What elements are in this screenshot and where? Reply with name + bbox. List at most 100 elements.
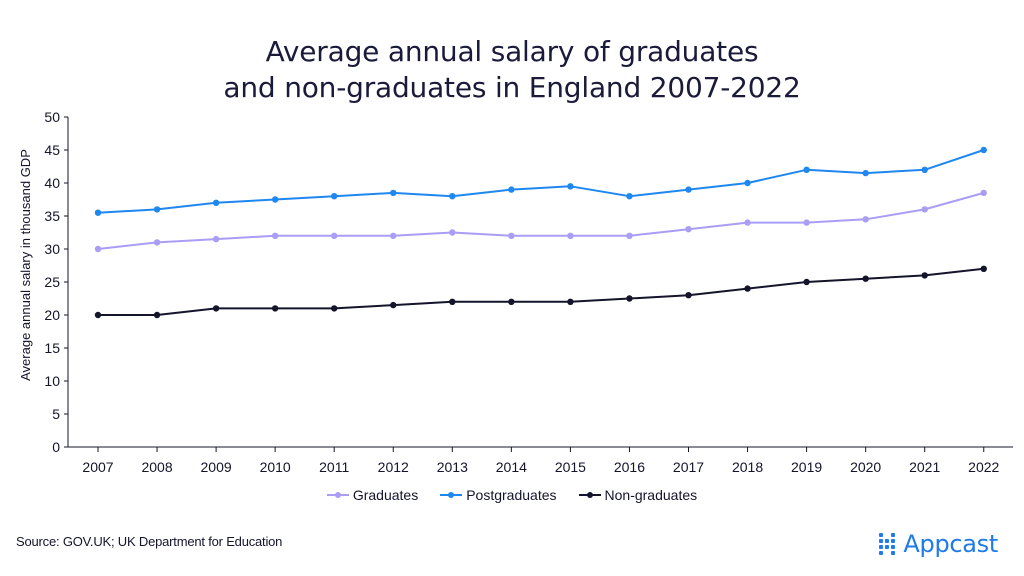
y-tick-label: 20	[44, 307, 60, 323]
chart-title-line-1: Average annual salary of graduates	[265, 35, 759, 68]
legend-item-postgraduates: Postgraduates	[440, 487, 557, 503]
data-point-graduates	[626, 232, 633, 239]
y-tick-label: 0	[52, 439, 60, 455]
data-point-graduates	[212, 235, 220, 243]
data-point-graduates	[153, 239, 161, 246]
data-point-graduates	[921, 206, 928, 213]
y-tick-label: 40	[44, 175, 60, 191]
data-point-non-graduates	[980, 265, 987, 272]
x-tick-label: 2018	[732, 459, 763, 475]
data-point-postgraduates	[980, 146, 987, 154]
y-tick-label: 35	[44, 208, 60, 224]
data-point-graduates	[390, 232, 397, 239]
data-point-non-graduates	[508, 298, 515, 305]
data-point-non-graduates	[626, 295, 633, 302]
source-note: Source: GOV.UK; UK Department for Educat…	[16, 534, 283, 549]
data-point-graduates	[331, 232, 338, 239]
data-point-non-graduates	[862, 275, 869, 282]
legend-label-postgraduates: Postgraduates	[466, 487, 557, 503]
y-axis-title: Average annual salary in thousand GDP	[18, 149, 33, 381]
series-graduates	[94, 189, 987, 253]
data-point-non-graduates	[685, 292, 692, 299]
data-point-graduates	[980, 189, 987, 197]
series-non-graduates	[94, 265, 987, 319]
legend-swatch-postgraduates	[440, 492, 463, 498]
y-tick-label: 15	[44, 340, 60, 356]
data-point-graduates	[685, 226, 692, 233]
data-point-postgraduates	[508, 186, 515, 193]
data-point-postgraduates	[153, 206, 161, 213]
data-point-postgraduates	[862, 169, 869, 177]
appcast-dots-icon	[879, 533, 896, 555]
x-tick-label: 2011	[319, 459, 349, 475]
data-point-graduates	[508, 232, 515, 239]
x-tick-label: 2015	[555, 459, 586, 475]
series-line-graduates	[97, 191, 985, 250]
legend: Graduates Postgraduates Non-graduates	[0, 487, 1024, 503]
data-point-non-graduates	[390, 301, 397, 309]
x-tick-label: 2022	[968, 459, 999, 475]
data-point-non-graduates	[744, 285, 751, 292]
data-point-non-graduates	[153, 311, 161, 319]
data-point-postgraduates	[390, 189, 397, 197]
legend-item-graduates: Graduates	[326, 487, 419, 503]
chart-title-line-2: and non-graduates in England 2007-2022	[223, 71, 801, 104]
y-tick-label: 10	[44, 373, 60, 389]
data-point-non-graduates	[803, 278, 810, 286]
data-point-graduates	[449, 229, 456, 236]
data-point-non-graduates	[271, 305, 279, 312]
axes: 0 5 10 15 20 25 30 35 40 45 50 2007 2008 2009 2010 2011…	[44, 109, 1013, 475]
y-axis-title-group: Average annual salary in thousand GDP	[18, 149, 33, 381]
data-point-postgraduates	[803, 166, 810, 173]
series-line-non-graduates	[98, 267, 984, 316]
x-tick-label: 2010	[260, 459, 291, 475]
legend-swatch-graduates	[326, 492, 349, 498]
data-point-graduates	[803, 219, 810, 226]
data-point-postgraduates	[626, 193, 633, 200]
x-tick-label: 2008	[141, 459, 172, 475]
data-point-non-graduates	[449, 298, 456, 305]
data-point-graduates	[271, 232, 279, 239]
brand-name: Appcast	[903, 530, 998, 558]
data-point-non-graduates	[567, 298, 574, 305]
data-point-postgraduates	[744, 179, 751, 187]
legend-item-non-graduates: Non-graduates	[578, 487, 698, 503]
x-tick-label: 2009	[201, 459, 232, 475]
series-layer	[94, 146, 987, 319]
x-tick-label: 2017	[673, 459, 704, 475]
data-point-postgraduates	[921, 166, 928, 173]
x-tick-label: 2013	[437, 459, 468, 475]
y-tick-label: 25	[44, 274, 60, 290]
legend-label-non-graduates: Non-graduates	[604, 487, 698, 503]
data-point-non-graduates	[94, 311, 102, 319]
series-line-postgraduates	[97, 149, 985, 214]
data-point-postgraduates	[271, 196, 279, 203]
data-point-postgraduates	[449, 193, 456, 200]
x-tick-label: 2021	[909, 459, 940, 475]
data-point-graduates	[94, 245, 102, 253]
x-tick-label: 2007	[82, 459, 113, 475]
brand-logo: Appcast	[879, 530, 998, 558]
y-tick-label: 50	[44, 109, 60, 125]
x-tick-label: 2014	[496, 459, 527, 475]
y-tick-label: 5	[52, 406, 60, 422]
data-point-non-graduates	[921, 272, 928, 279]
data-point-postgraduates	[685, 186, 692, 193]
data-point-postgraduates	[94, 209, 102, 216]
data-point-postgraduates	[331, 193, 338, 200]
data-point-graduates	[862, 216, 869, 223]
x-tick-label: 2016	[614, 459, 645, 475]
data-point-postgraduates	[212, 199, 220, 206]
data-point-graduates	[567, 232, 574, 239]
data-point-non-graduates	[331, 305, 338, 312]
chart-title: Average annual salary of graduates and n…	[0, 34, 1024, 106]
x-tick-label: 2020	[850, 459, 881, 475]
legend-label-graduates: Graduates	[352, 487, 419, 503]
y-tick-label: 30	[44, 241, 60, 257]
data-point-postgraduates	[567, 183, 574, 190]
legend-swatch-non-graduates	[578, 492, 601, 498]
y-tick-label: 45	[44, 142, 60, 158]
x-tick-label: 2019	[791, 459, 822, 475]
series-postgraduates	[94, 146, 987, 216]
